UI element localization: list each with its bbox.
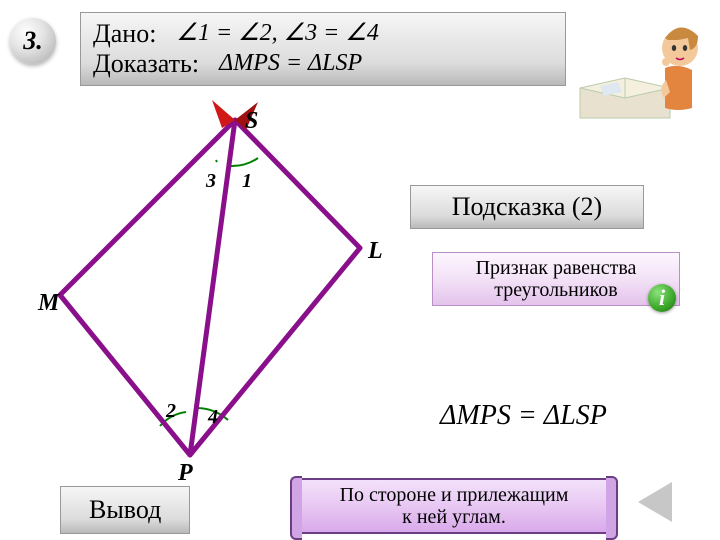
hint-button[interactable]: Подсказка (2)	[410, 185, 644, 229]
vertex-P: P	[178, 460, 193, 487]
conclusion-button[interactable]: Вывод	[60, 486, 190, 534]
given-label: Дано:	[93, 19, 156, 49]
rule-line1: Признак равенства	[443, 257, 669, 279]
student-illustration	[570, 8, 710, 128]
problem-number: 3.	[23, 26, 43, 56]
hint-label: Подсказка (2)	[452, 192, 602, 221]
info-icon[interactable]: i	[648, 284, 676, 312]
rule-line2: треугольников	[443, 279, 669, 301]
angle-3: 3	[206, 170, 216, 193]
vertex-M: M	[38, 290, 59, 317]
conclusion-text-box: По стороне и прилежащим к ней углам.	[298, 478, 610, 534]
given-formula: ∠1 = ∠2, ∠3 = ∠4	[176, 20, 378, 48]
prove-formula: ΔMPS = ΔLSP	[219, 50, 362, 78]
angle-1: 1	[242, 170, 252, 193]
conclusion-label: Вывод	[89, 495, 161, 524]
problem-number-badge: 3.	[10, 18, 56, 64]
prove-label: Доказать:	[93, 49, 199, 79]
result-formula: ΔMPS = ΔLSP	[440, 400, 607, 432]
angle-4: 4	[208, 406, 218, 429]
vertex-L: L	[368, 238, 383, 265]
vertex-S: S	[245, 108, 258, 135]
rule-box: Признак равенства треугольников	[432, 252, 680, 306]
conclusion-line1: По стороне и прилежащим	[314, 484, 594, 506]
given-box: Дано: ∠1 = ∠2, ∠3 = ∠4 Доказать: ΔMPS = …	[80, 12, 566, 86]
back-nav-icon[interactable]	[638, 482, 672, 522]
conclusion-line2: к ней углам.	[314, 506, 594, 528]
angle-2: 2	[166, 400, 176, 423]
